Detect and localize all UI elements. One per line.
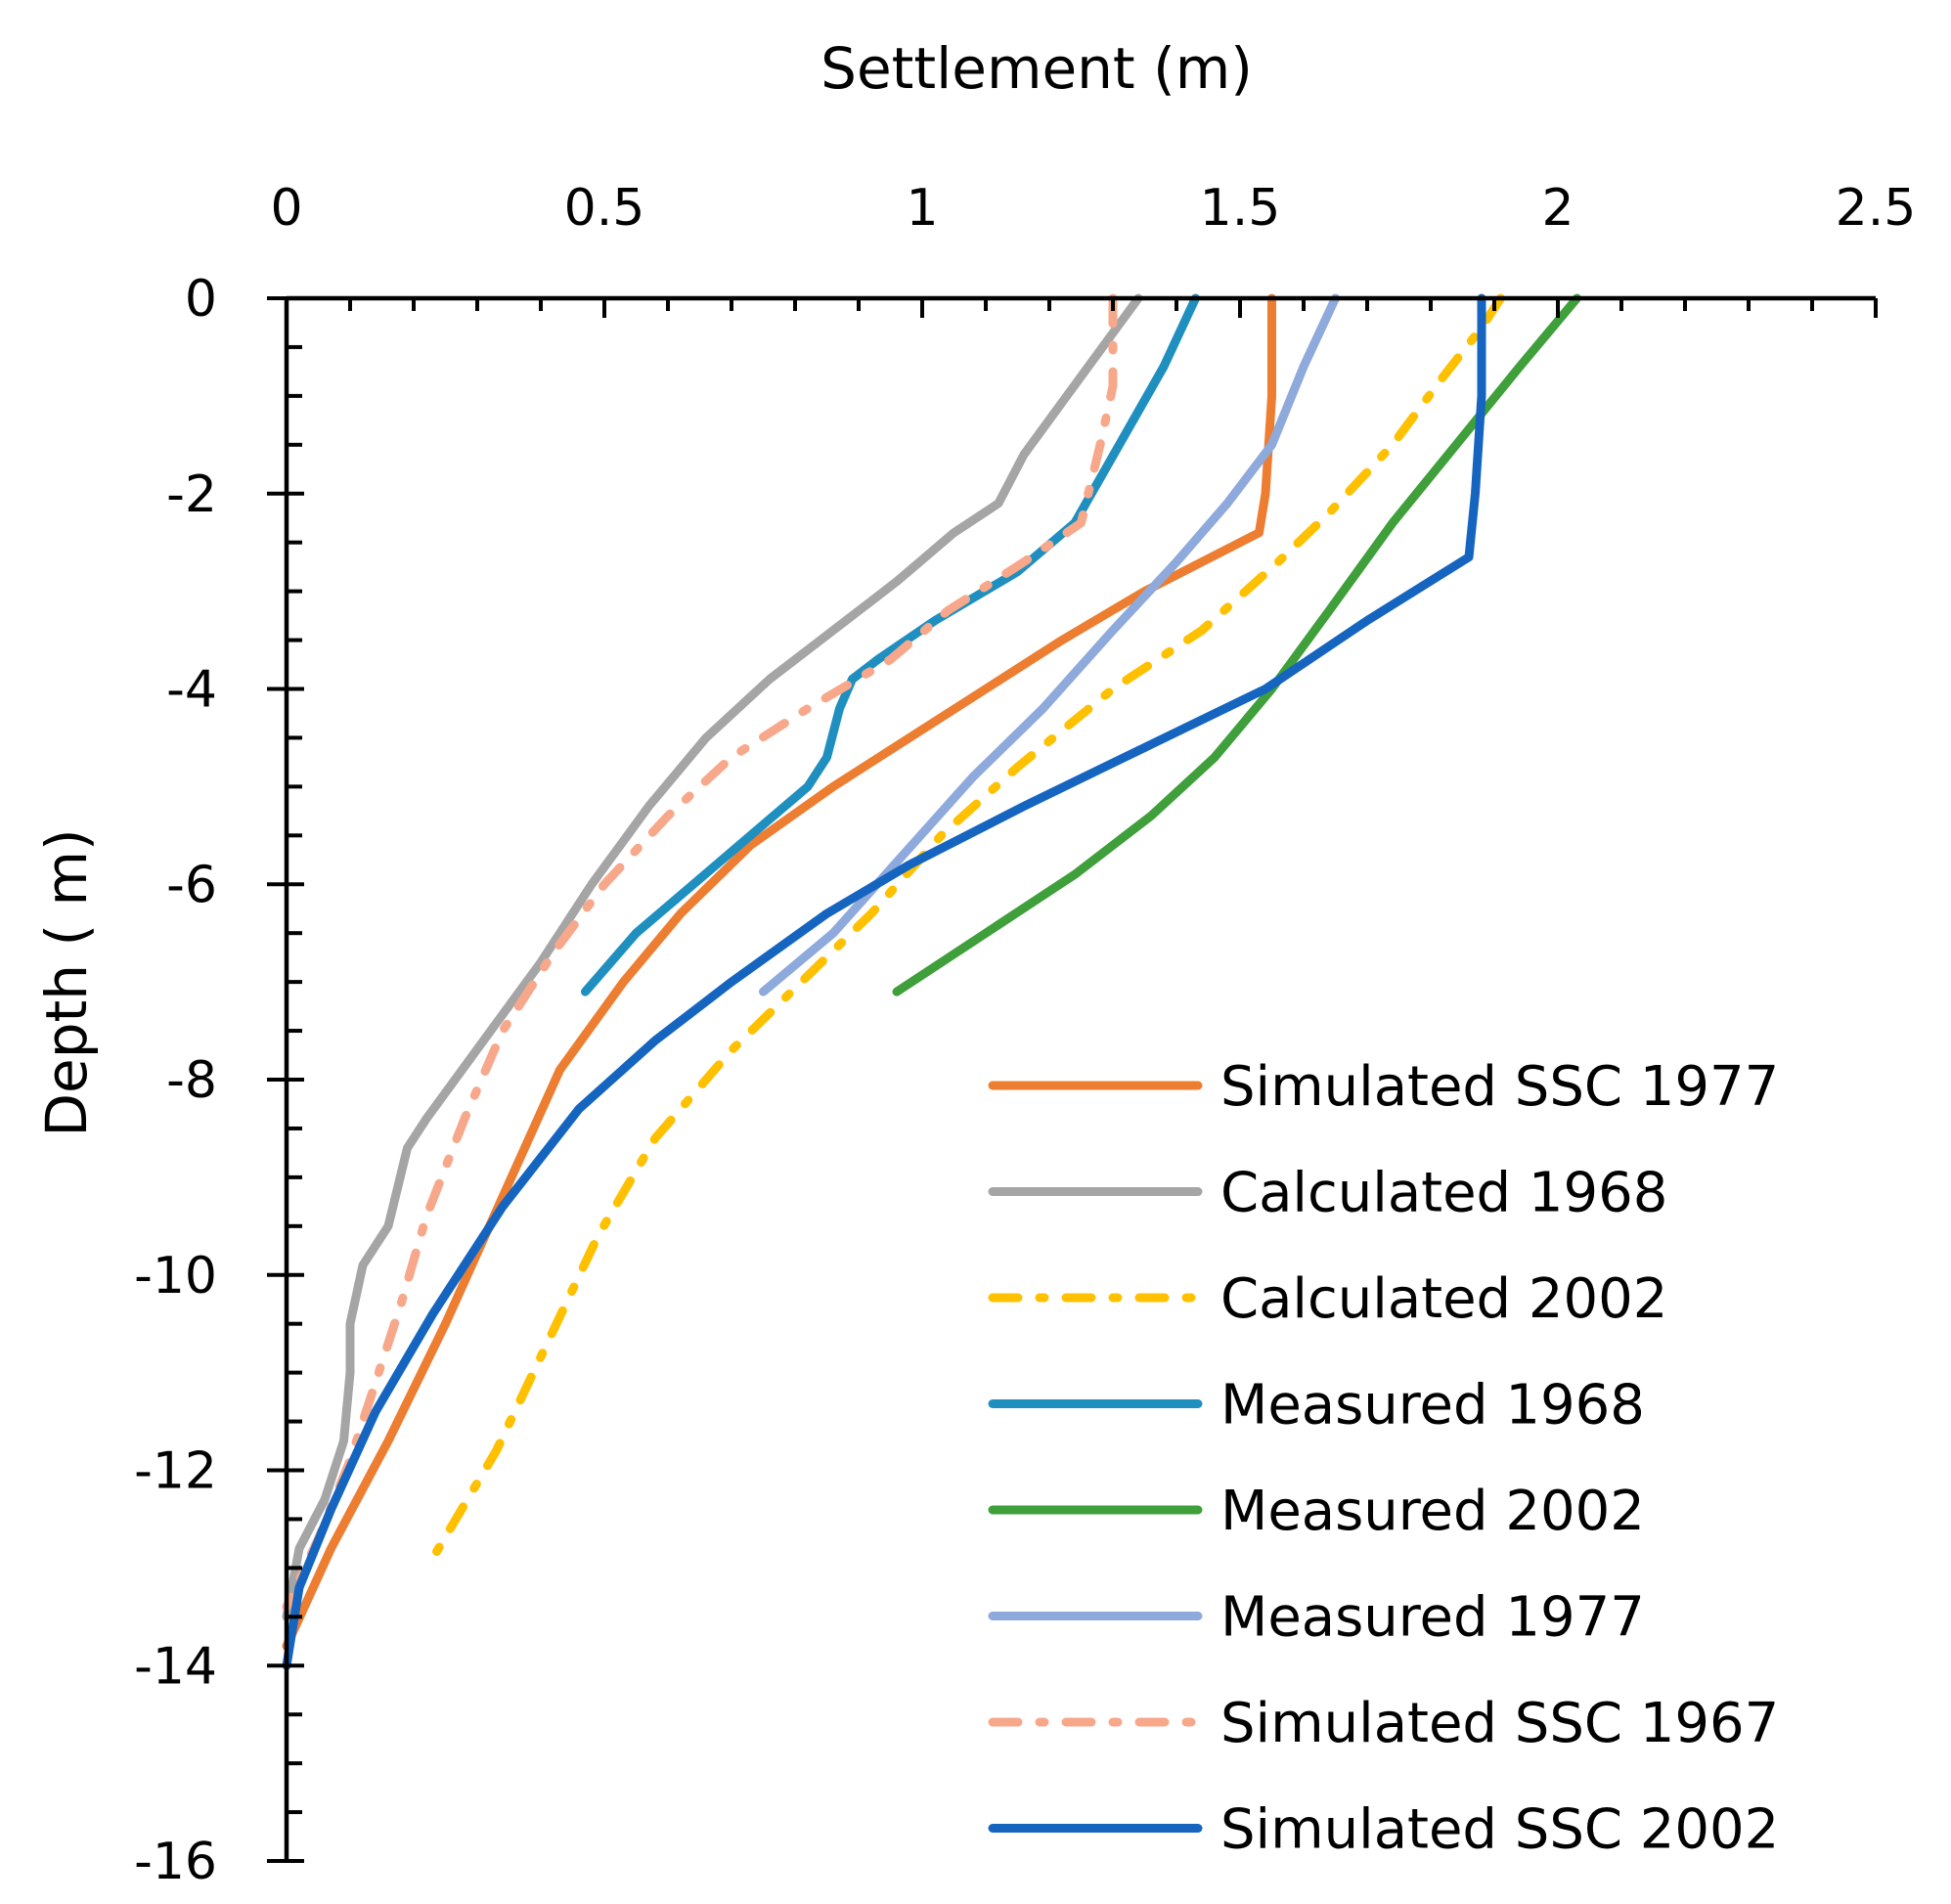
series-line-2 xyxy=(282,293,1143,1621)
axes-layer xyxy=(267,295,1878,1863)
y-tick-label: -14 xyxy=(134,1637,217,1696)
y-tick-label: -10 xyxy=(134,1247,217,1306)
series-layer xyxy=(282,293,1581,1670)
series-line-7 xyxy=(282,293,1118,1612)
x-tick-label: 2 xyxy=(1541,179,1574,238)
x-tick-label: 1.5 xyxy=(1200,179,1281,238)
series-line-1 xyxy=(282,293,1276,1651)
y-tick-label: -2 xyxy=(166,465,217,524)
x-tick-label: 0 xyxy=(270,179,302,238)
y-tick-label: -4 xyxy=(166,661,217,720)
x-tick-label: 2.5 xyxy=(1836,179,1917,238)
x-tick-label: 0.5 xyxy=(564,179,645,238)
legend-label-5: Measured 2002 xyxy=(1220,1480,1645,1543)
y-axis-title: Depth ( m) xyxy=(33,828,100,1136)
legend-label-3: Calculated 2002 xyxy=(1220,1267,1667,1331)
series-line-4 xyxy=(581,293,1200,996)
legend-label-7: Simulated SSC 1967 xyxy=(1220,1692,1779,1755)
y-tick-label: -8 xyxy=(166,1051,217,1110)
series-line-5 xyxy=(892,293,1581,996)
y-tick-label: -6 xyxy=(166,856,217,914)
legend-label-6: Measured 1977 xyxy=(1220,1586,1645,1650)
x-tick-label: 1 xyxy=(906,179,938,238)
legend: Simulated SSC 1977 Calculated 1968 Calcula… xyxy=(988,1055,1779,1862)
y-tick-label: 0 xyxy=(185,270,217,329)
x-axis-title: Settlement (m) xyxy=(820,35,1253,102)
legend-label-2: Calculated 1968 xyxy=(1220,1162,1667,1225)
legend-label-4: Measured 1968 xyxy=(1220,1374,1645,1438)
series-line-8 xyxy=(282,293,1486,1670)
legend-label-8: Simulated SSC 2002 xyxy=(1220,1798,1779,1862)
y-tick-label: -16 xyxy=(134,1833,217,1891)
legend-label-1: Simulated SSC 1977 xyxy=(1220,1055,1779,1119)
x-tick-labels: 0 0.5 1 1.5 2 2.5 xyxy=(270,179,1916,238)
series-line-3 xyxy=(428,293,1505,1563)
y-tick-label: -12 xyxy=(134,1442,217,1501)
y-tick-labels: 0 -2 -4 -6 -8 -10 -12 -14 -16 xyxy=(134,270,217,1891)
